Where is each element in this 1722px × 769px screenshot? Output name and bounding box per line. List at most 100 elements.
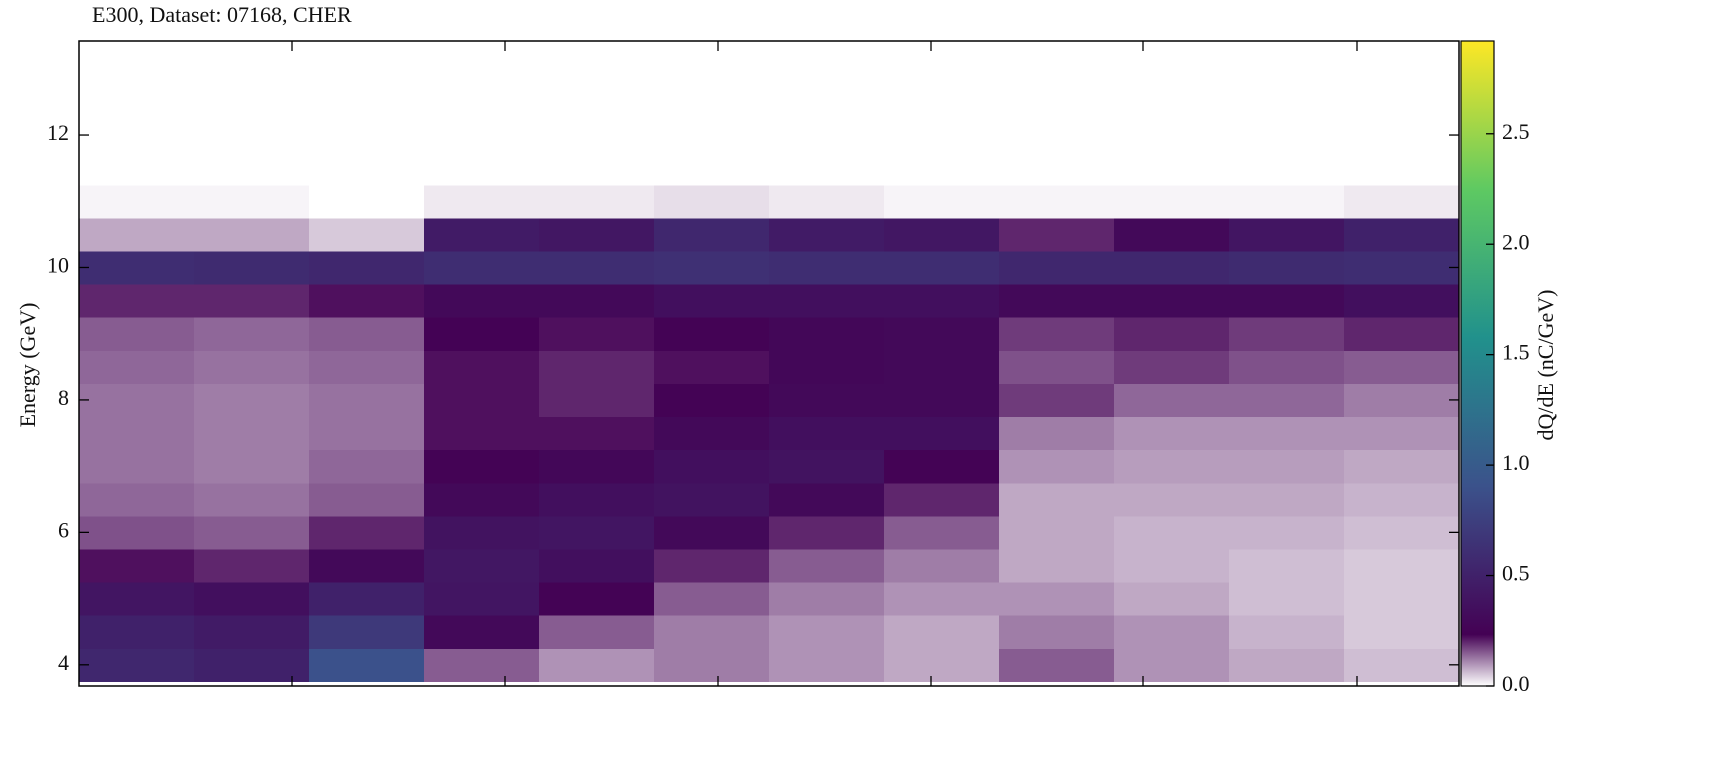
heat-cell: [999, 284, 1115, 318]
heat-cell: [424, 284, 540, 318]
heat-cell: [884, 615, 1000, 649]
heat-cell: [769, 483, 885, 517]
heat-cell: [999, 185, 1115, 219]
heat-cell: [1114, 516, 1230, 550]
heat-cell: [79, 251, 195, 285]
heat-cell: [79, 450, 195, 484]
heat-cell: [1229, 350, 1345, 384]
heat-cell: [309, 549, 425, 583]
heat-cell: [1114, 450, 1230, 484]
heat-cell: [79, 582, 195, 616]
heat-cell: [1114, 317, 1230, 351]
heat-cell: [999, 251, 1115, 285]
heat-cell: [424, 218, 540, 252]
heat-cell: [999, 383, 1115, 417]
heat-cell: [654, 416, 770, 450]
heat-cell: [884, 350, 1000, 384]
heat-cell: [424, 483, 540, 517]
colorbar: [1461, 41, 1494, 686]
heat-cell: [194, 185, 310, 219]
heat-cell: [654, 615, 770, 649]
heat-cell: [79, 218, 195, 252]
heat-cell: [769, 251, 885, 285]
heat-cell: [1114, 152, 1230, 186]
heat-cell: [1344, 152, 1460, 186]
heat-cell: [769, 416, 885, 450]
heat-cell: [884, 317, 1000, 351]
heat-cell: [654, 383, 770, 417]
heat-cell: [424, 118, 540, 152]
heat-cell: [424, 416, 540, 450]
heat-cell: [424, 549, 540, 583]
heat-cell: [884, 218, 1000, 252]
heat-cell: [884, 450, 1000, 484]
heat-cell: [424, 350, 540, 384]
heat-cell: [654, 251, 770, 285]
heat-cell: [1114, 185, 1230, 219]
heat-cell: [884, 152, 1000, 186]
heat-cell: [424, 185, 540, 219]
chart-title: E300, Dataset: 07168, CHER: [92, 2, 352, 27]
heat-cell: [1114, 549, 1230, 583]
heat-cell: [999, 648, 1115, 682]
heat-cell: [654, 483, 770, 517]
heat-cell: [1344, 284, 1460, 318]
heat-cell: [654, 284, 770, 318]
heat-cell: [999, 615, 1115, 649]
heat-cell: [79, 152, 195, 186]
heat-cell: [309, 284, 425, 318]
heat-cell: [309, 350, 425, 384]
heat-cell: [539, 251, 655, 285]
heat-cell: [769, 648, 885, 682]
heat-cell: [654, 52, 770, 86]
heat-cell: [769, 383, 885, 417]
heat-cell: [79, 648, 195, 682]
heat-cell: [1114, 483, 1230, 517]
heat-cell: [884, 549, 1000, 583]
heat-cell: [309, 416, 425, 450]
heat-cell: [1229, 152, 1345, 186]
heat-cell: [654, 582, 770, 616]
heat-cell: [654, 152, 770, 186]
heat-cell: [1229, 450, 1345, 484]
heat-cell: [194, 52, 310, 86]
heat-cell: [1229, 416, 1345, 450]
heat-cell: [1229, 218, 1345, 252]
heat-cell: [769, 152, 885, 186]
heat-cell: [539, 582, 655, 616]
heat-cell: [309, 218, 425, 252]
heat-cell: [309, 317, 425, 351]
heat-cell: [1229, 516, 1345, 550]
heatmap: [79, 52, 1460, 682]
heat-cell: [309, 383, 425, 417]
heat-cell: [424, 152, 540, 186]
heat-cell: [309, 648, 425, 682]
heat-cell: [1344, 218, 1460, 252]
heat-cell: [539, 483, 655, 517]
heat-cell: [1229, 549, 1345, 583]
heat-cell: [1114, 582, 1230, 616]
heat-cell: [999, 483, 1115, 517]
heat-cell: [309, 582, 425, 616]
heat-cell: [309, 185, 425, 219]
heat-cell: [79, 317, 195, 351]
heat-cell: [884, 185, 1000, 219]
heat-cell: [1229, 383, 1345, 417]
heat-cell: [539, 118, 655, 152]
heat-cell: [424, 317, 540, 351]
heat-cell: [424, 85, 540, 119]
heat-cell: [1344, 582, 1460, 616]
colorbar-tick-label: 0.0: [1502, 671, 1530, 696]
heat-cell: [1229, 85, 1345, 119]
heat-cell: [769, 615, 885, 649]
heat-cell: [79, 52, 195, 86]
heat-cell: [1344, 52, 1460, 86]
heat-cell: [424, 52, 540, 86]
heat-cell: [424, 648, 540, 682]
heat-cell: [1229, 648, 1345, 682]
heat-cell: [654, 317, 770, 351]
colorbar-tick-label: 1.5: [1502, 340, 1530, 365]
heat-cell: [79, 118, 195, 152]
heat-cell: [769, 450, 885, 484]
heat-cell: [1344, 416, 1460, 450]
